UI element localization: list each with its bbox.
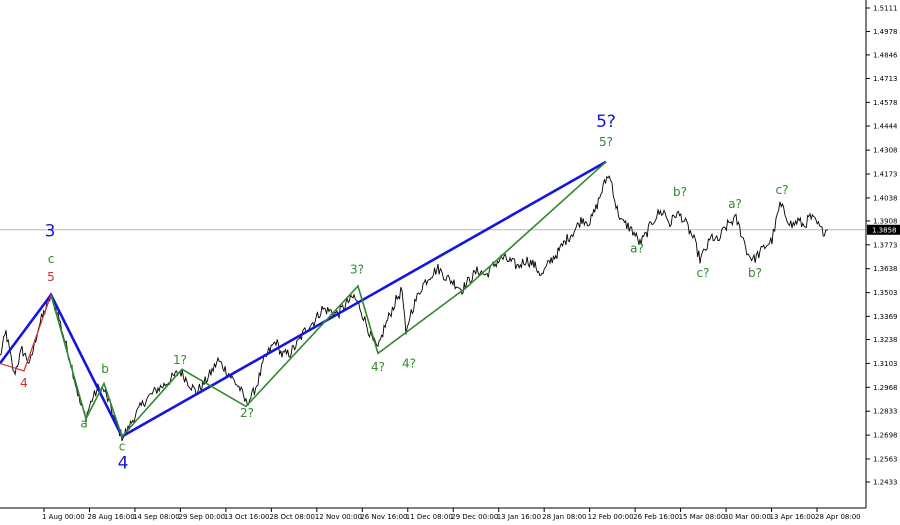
x-tick-label: 13 Oct 16:00 — [224, 513, 270, 521]
current-price-marker — [867, 224, 900, 235]
y-tick-label: 1.4173 — [873, 171, 898, 179]
x-tick-label: 28 Oct 08:00 — [269, 513, 315, 521]
wave-label: a — [80, 417, 87, 431]
y-tick-label: 1.4444 — [873, 123, 898, 131]
y-tick-label: 1.4038 — [873, 194, 898, 202]
x-tick-label: 29 Sep 00:00 — [178, 513, 225, 521]
y-tick-label: 1.4308 — [873, 147, 898, 155]
y-tick-label: 1.2698 — [873, 432, 898, 440]
y-tick-label: 1.4846 — [873, 51, 898, 59]
y-tick-label: 1.3369 — [873, 313, 898, 321]
y-tick-label: 1.3503 — [873, 289, 898, 297]
x-tick-label: 13 Jan 16:00 — [497, 513, 541, 521]
y-tick-label: 1.3638 — [873, 265, 898, 273]
x-tick-label: 13 Apr 16:00 — [770, 513, 816, 521]
y-tick-label: 1.3238 — [873, 336, 898, 344]
wave-label: b? — [748, 266, 762, 280]
wave-lines-layer — [0, 160, 607, 439]
wave-label: c — [48, 252, 55, 266]
wave-label: 5? — [599, 135, 613, 149]
y-tick-label: 1.3103 — [873, 360, 898, 368]
y-tick-label: 1.4578 — [873, 99, 898, 107]
wave-line-primary — [0, 160, 607, 439]
wave-label: c? — [776, 183, 789, 197]
wave-label: 4? — [402, 356, 416, 370]
wave-label: c? — [697, 266, 710, 280]
x-tick-label: 28 Apr 08:00 — [815, 513, 861, 521]
wave-line-prior — [0, 294, 52, 372]
wave-label: 5? — [596, 112, 616, 132]
y-tick-label: 1.3908 — [873, 217, 898, 225]
wave-label: 5 — [47, 270, 55, 284]
y-tick-label: 1.2968 — [873, 384, 898, 392]
y-axis: 1.5111 1.4978 1.4846 1.4713 1.4578 1.4444 1.43… — [866, 5, 900, 487]
x-tick-label: 14 Sep 08:00 — [133, 513, 180, 521]
price-line — [0, 175, 829, 442]
current-price-label: 1.3858 — [872, 226, 897, 234]
x-tick-label: 1 Aug 00:00 — [42, 513, 85, 521]
x-tick-label: 11 Dec 08:00 — [406, 513, 453, 521]
wave-label: 4? — [371, 360, 385, 374]
y-tick-label: 1.2833 — [873, 408, 898, 416]
x-tick-label: 26 Nov 16:00 — [360, 513, 407, 521]
wave-label: 3? — [350, 263, 364, 277]
x-tick-label: 12 Nov 00:00 — [315, 513, 362, 521]
x-tick-label: 29 Dec 00:00 — [451, 513, 498, 521]
x-tick-label: 28 Aug 16:00 — [87, 513, 134, 521]
y-tick-label: 1.2433 — [873, 479, 898, 487]
y-tick-label: 1.5111 — [873, 5, 898, 13]
wave-label: b? — [673, 185, 687, 199]
wave-label: 4 — [20, 376, 28, 390]
wave-label: 4 — [118, 453, 129, 473]
wave-label: 2? — [240, 406, 254, 420]
y-tick-label: 1.4713 — [873, 75, 898, 83]
wave-label: b — [101, 362, 109, 376]
wave-label: 1? — [173, 353, 187, 367]
wave-label: a? — [630, 241, 644, 255]
x-tick-label: 26 Feb 16:00 — [633, 513, 679, 521]
wave-label: a? — [728, 197, 742, 211]
y-tick-label: 1.2563 — [873, 455, 898, 463]
x-tick-label: 15 Mar 08:00 — [679, 513, 726, 521]
price-series-layer — [0, 175, 829, 442]
wave-label: c — [119, 440, 126, 454]
y-tick-label: 1.3773 — [873, 241, 898, 249]
wave-line-minor — [50, 161, 607, 439]
y-tick-label: 1.4978 — [873, 28, 898, 36]
x-tick-label: 30 Mar 00:00 — [724, 513, 771, 521]
wave-label: 3 — [45, 222, 56, 242]
x-tick-label: 28 Jan 08:00 — [542, 513, 586, 521]
x-tick-label: 12 Feb 00:00 — [588, 513, 634, 521]
